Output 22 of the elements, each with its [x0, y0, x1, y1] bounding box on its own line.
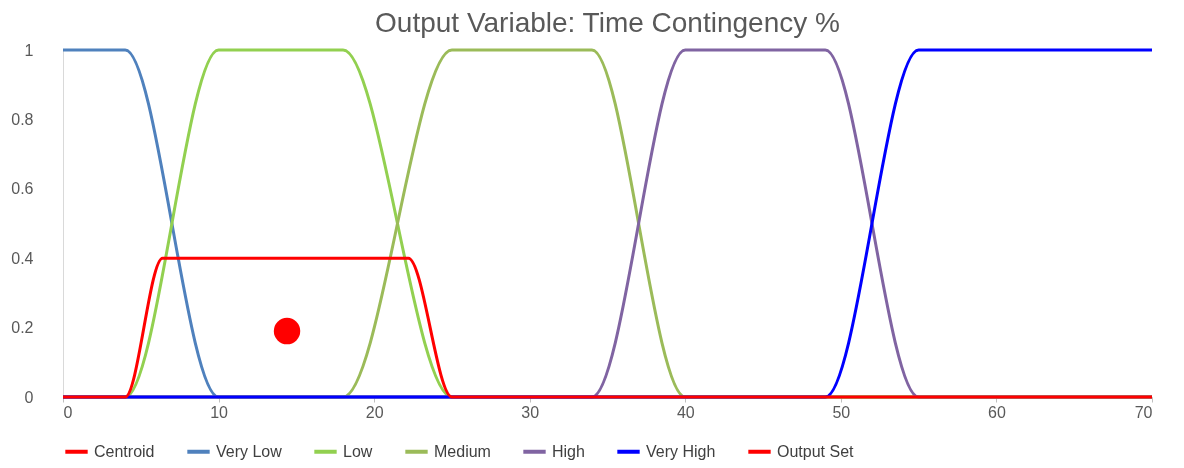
legend-label: Output Set — [777, 442, 855, 460]
y-tick-label: 0.6 — [11, 180, 34, 198]
legend-label: Medium — [434, 442, 491, 460]
x-tick-label: 70 — [1134, 403, 1153, 421]
x-tick-label: 40 — [676, 403, 695, 421]
y-tick-label: 0.2 — [11, 319, 34, 337]
legend-label: High — [552, 442, 585, 460]
x-tick-label: 60 — [988, 403, 1006, 421]
x-tick-label: 30 — [521, 403, 540, 421]
chart-title: Output Variable: Time Contingency % — [375, 7, 840, 38]
y-tick-label: 0.4 — [11, 249, 34, 267]
y-tick-label: 1 — [24, 41, 34, 59]
x-tick-label: 0 — [63, 403, 73, 421]
y-tick-label: 0 — [24, 388, 34, 406]
legend-label: Very High — [646, 442, 716, 460]
y-tick-label: 0.8 — [11, 110, 34, 128]
x-tick-label: 20 — [365, 403, 384, 421]
x-tick-label: 10 — [210, 403, 229, 421]
legend-label: Centroid — [94, 442, 155, 460]
legend-label: Low — [343, 442, 373, 460]
legend-label: Very Low — [216, 442, 283, 460]
x-tick-label: 50 — [832, 403, 851, 421]
